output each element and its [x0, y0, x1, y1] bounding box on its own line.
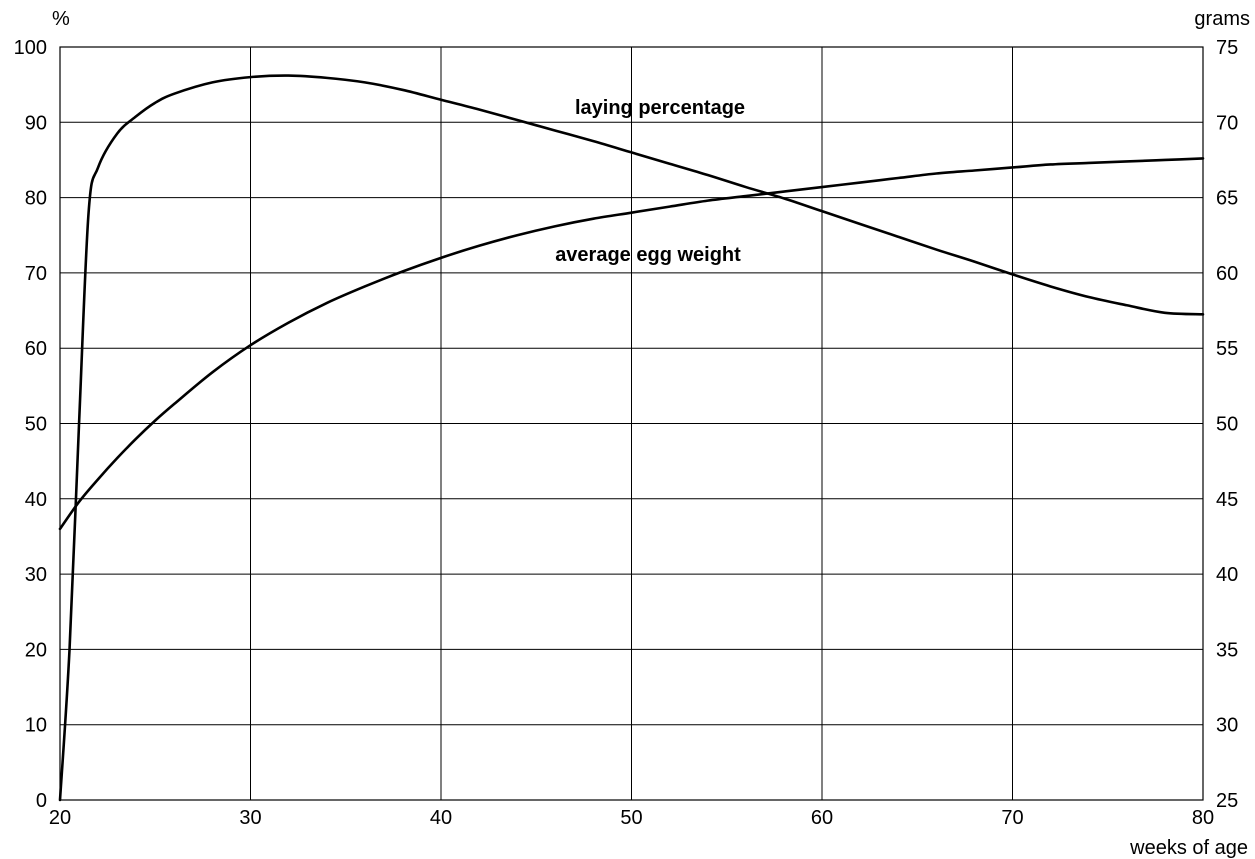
y-right-tick-label: 70 [1216, 112, 1238, 134]
x-tick-label: 20 [49, 807, 71, 829]
y-left-tick-label: 0 [36, 790, 47, 812]
series-label-average-egg-weight: average egg weight [555, 244, 741, 266]
y-left-tick-label: 10 [25, 715, 47, 737]
y-right-tick-label: 75 [1216, 37, 1238, 59]
curves [58, 74, 1205, 802]
y-left-tick-label: 60 [25, 338, 47, 360]
y-right-tick-label: 60 [1216, 263, 1238, 285]
y-left-tick-label: 40 [25, 489, 47, 511]
y-left-tick-label: 80 [25, 188, 47, 210]
y-right-tick-label: 35 [1216, 639, 1238, 661]
x-tick-label: 30 [239, 807, 261, 829]
x-axis-label: weeks of age [1129, 837, 1248, 859]
tick-labels: 20 30 40 50 60 70 80 0 10 20 30 40 50 60 70 80 90 100 25 30… [14, 37, 1239, 829]
y-right-tick-label: 45 [1216, 489, 1238, 511]
x-tick-label: 40 [430, 807, 452, 829]
plot-frame [59, 46, 1204, 801]
y-left-tick-label: 30 [25, 564, 47, 586]
series-line-average-egg-weight [58, 157, 1205, 531]
y-right-tick-label: 25 [1216, 790, 1238, 812]
y-right-tick-label: 65 [1216, 188, 1238, 210]
x-tick-label: 80 [1192, 807, 1214, 829]
series-label-laying-percentage: laying percentage [575, 97, 745, 119]
y-left-tick-label: 70 [25, 263, 47, 285]
right-axis-unit-label: grams [1194, 8, 1250, 30]
x-tick-label: 70 [1001, 807, 1023, 829]
y-left-tick-label: 20 [25, 639, 47, 661]
y-right-tick-label: 50 [1216, 414, 1238, 436]
y-right-tick-label: 55 [1216, 338, 1238, 360]
y-left-tick-label: 50 [25, 414, 47, 436]
y-right-tick-label: 30 [1216, 715, 1238, 737]
x-tick-label: 50 [620, 807, 642, 829]
y-left-tick-label: 90 [25, 112, 47, 134]
grid [59, 46, 1204, 801]
y-right-tick-label: 40 [1216, 564, 1238, 586]
x-tick-label: 60 [811, 807, 833, 829]
series-line-laying-percentage [58, 74, 1205, 802]
y-left-tick-label: 100 [14, 37, 47, 59]
left-axis-unit-label: % [52, 8, 70, 30]
